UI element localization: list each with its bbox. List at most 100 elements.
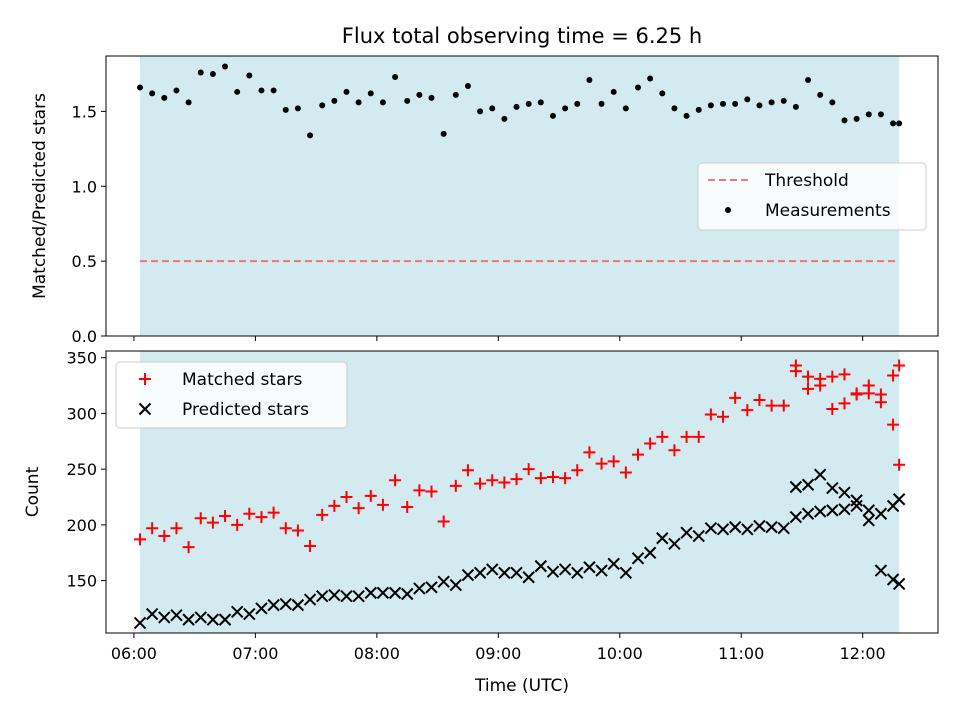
measurement-point-a30 [501, 115, 508, 122]
measurement-point-a18 [355, 99, 362, 106]
measurement-point-a8 [234, 88, 241, 95]
matched-stars-point-a21 [389, 474, 402, 487]
predicted-stars-point-a55 [801, 507, 815, 520]
top-legend: Threshold Measurements [697, 162, 927, 231]
matched-stars-point-a12 [279, 522, 292, 535]
chart-title: Flux total observing time = 6.25 h [342, 24, 702, 48]
plot-frame [105, 350, 939, 634]
measurement-point-a39 [610, 88, 617, 95]
predicted-stars-point-a41 [631, 552, 645, 565]
matched-stars-point-a49 [729, 391, 742, 404]
measurement-point-a4 [185, 99, 192, 106]
predicted-stars-point-a45 [680, 526, 693, 539]
y-tick-label: 350 [66, 349, 97, 368]
matched-stars-point-a3 [170, 522, 183, 535]
measurement-point-a13 [294, 105, 301, 112]
measurement-point-a51 [756, 102, 763, 109]
predicted-stars-point-a0 [133, 616, 147, 630]
x-tick-label: 09:00 [475, 644, 521, 663]
measurement-point-a61 [877, 111, 884, 118]
measurement-point-a38 [598, 100, 605, 107]
predicted-stars-point-a25 [437, 575, 450, 588]
y-tick-label: 150 [66, 572, 97, 591]
matched-stars-point-a46 [692, 430, 705, 443]
x-tick-label: 06:00 [111, 644, 157, 663]
predicted-stars-point-a40 [619, 566, 633, 580]
measurement-point-a1 [149, 90, 156, 97]
measurement-point-a48 [720, 100, 727, 107]
y-tick-label: 200 [66, 516, 97, 535]
measurement-point-a2 [161, 94, 168, 101]
measurement-point-a29 [489, 105, 496, 112]
y-tick-label: 0.5 [72, 252, 97, 271]
matched-stars-point-a57 [826, 402, 839, 415]
predicted-stars-point-a30 [498, 566, 511, 580]
matched-stars-point-b4 [838, 368, 851, 381]
matched-stars-point-a23 [413, 484, 426, 497]
predicted-stars-point-a39 [607, 557, 620, 571]
measurement-point-a40 [622, 105, 629, 112]
matched-stars-point-a25 [437, 515, 450, 528]
predicted-stars-point-a10 [255, 602, 268, 615]
matched-stars-point-a20 [376, 498, 389, 511]
matched-stars-point-a51 [753, 394, 766, 407]
predicted-stars-point-a8 [230, 605, 244, 619]
matched-stars-point-a10 [255, 511, 268, 524]
matched-stars-point-a34 [546, 470, 559, 483]
measurement-point-a33 [537, 99, 544, 106]
predicted-stars-point-a44 [668, 537, 681, 551]
predicted-stars-point-a2 [158, 611, 171, 624]
matched-stars-point-a4 [182, 541, 195, 554]
y-tick-label: 1.5 [72, 102, 97, 121]
matched-stars-point-b8 [887, 418, 900, 431]
predicted-stars-point-a59 [850, 499, 863, 513]
measurement-point-a42 [647, 75, 654, 82]
x-tick-label: 08:00 [354, 644, 400, 663]
matched-stars-point-a22 [401, 501, 414, 514]
matched-stars-point-b3 [826, 370, 839, 383]
measurement-point-a0 [137, 84, 144, 91]
matched-stars-point-a63 [893, 359, 906, 372]
measurement-point-a34 [549, 112, 556, 119]
legend-threshold-label: Threshold [764, 171, 849, 191]
measurement-point-a50 [744, 96, 751, 103]
matched-stars-point-a48 [717, 410, 730, 423]
measurement-point-a46 [695, 106, 702, 113]
legend-predicted-swatch [138, 402, 152, 416]
matched-stars-point-a9 [243, 507, 256, 520]
matched-stars-point-a37 [583, 446, 596, 459]
measurement-point-a10 [258, 87, 265, 94]
matched-stars-point-a50 [741, 404, 754, 417]
matched-stars-point-b1 [802, 370, 815, 383]
measurement-point-a22 [404, 97, 411, 104]
predicted-stars-point-a33 [534, 559, 548, 573]
predicted-stars-point-a18 [352, 590, 365, 603]
bottom-y-axis-label: Count [23, 466, 43, 517]
predicted-stars-point-a56 [813, 505, 827, 518]
matched-stars-point-a19 [364, 489, 377, 502]
measurement-point-a25 [440, 130, 447, 137]
predicted-stars-point-a46 [692, 529, 705, 543]
measurement-point-a16 [331, 97, 338, 104]
predicted-stars-point-a22 [401, 587, 414, 601]
measurement-point-a37 [586, 76, 593, 83]
matched-stars-point-b9 [893, 458, 906, 471]
predicted-stars-point-a7 [218, 613, 232, 626]
matched-stars-point-a5 [194, 512, 207, 525]
predicted-stars-point-a20 [376, 586, 390, 600]
measurement-point-a11 [270, 87, 277, 94]
measurement-point-a5 [197, 69, 204, 76]
matched-stars-point-a42 [644, 437, 657, 450]
predicted-stars-point-a1 [145, 607, 159, 621]
predicted-stars-point-a29 [486, 563, 499, 576]
measurement-point-a19 [367, 90, 374, 97]
x-tick-label: 11:00 [718, 644, 764, 663]
matched-stars-point-a29 [486, 474, 499, 487]
predicted-stars-point-a53 [777, 522, 790, 535]
matched-stars-point-a2 [158, 530, 171, 543]
predicted-stars-point-a38 [595, 564, 608, 577]
matched-stars-point-a53 [777, 399, 790, 412]
matched-stars-point-a45 [680, 430, 693, 443]
predicted-stars-point-a51 [753, 519, 766, 533]
